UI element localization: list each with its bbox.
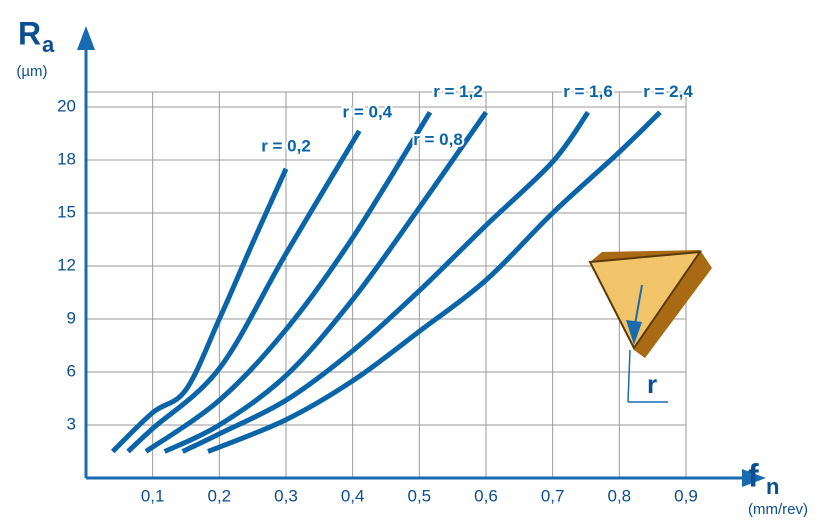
x-unit: (mm/rev) [748,501,808,518]
x-tick-label: 0,3 [274,486,298,505]
x-tick-label: 0,9 [674,486,698,505]
x-tick-label: 0,5 [408,486,432,505]
series-label: r = 0,8 [413,130,463,149]
curve [110,167,289,454]
y-tick-label: 6 [67,361,76,380]
y-label-sub: a [42,32,55,57]
curve [207,110,662,454]
y-tick-label: 18 [57,149,76,168]
insert-top [588,250,703,350]
y-tick-label: 20 [57,96,76,115]
curve [144,110,433,454]
series-label: r = 2,4 [643,82,693,101]
curve [126,129,362,454]
series-label: r = 1,2 [433,82,483,101]
x-label: f [748,457,759,493]
y-tick-label: 3 [67,414,76,433]
x-tick-label: 0,4 [341,486,365,505]
y-tick-label: 12 [57,255,76,274]
y-unit: (µm) [16,63,47,80]
x-tick-label: 0,6 [474,486,498,505]
x-arrow [742,469,766,487]
x-tick-label: 0,8 [608,486,632,505]
insert-icon [588,250,712,403]
x-label-sub: n [766,474,779,499]
y-tick-label: 9 [67,308,76,327]
series-label: r = 0,4 [343,102,393,121]
grid [86,91,687,478]
x-tick-label: 0,2 [208,486,232,505]
series-label: r = 0,2 [261,136,311,155]
y-label: R [18,15,41,51]
leader [627,349,631,403]
x-tick-label: 0,7 [541,486,565,505]
curve [181,110,591,454]
y-tick-label: 15 [57,202,76,221]
radius-arrow [626,320,642,345]
axes [77,26,766,487]
y-arrow [77,26,95,50]
curve [163,110,489,454]
x-tick-label: 0,1 [141,486,165,505]
series-label: r = 1,6 [563,82,613,101]
curves [110,110,662,454]
inset-label: r [647,369,657,399]
